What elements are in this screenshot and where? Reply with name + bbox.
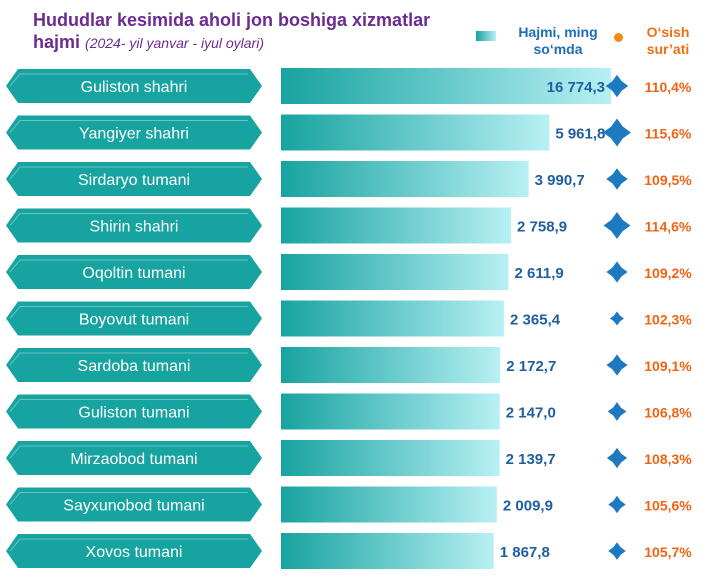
growth-label-guliston-shahri: 110,4% — [645, 79, 692, 95]
growth-marker-boyovut-tumani — [610, 311, 624, 326]
value-label-oqoltin-tumani: 2 611,9 — [514, 265, 563, 282]
category-label-sayxunobod-tumani: Sayxunobod tumani — [63, 498, 204, 515]
category-banner-guliston-tumani — [6, 394, 262, 429]
category-banner-highlight-sardoba-tumani — [9, 352, 248, 366]
category-banner-highlight-sayxunobod-tumani — [9, 492, 248, 505]
growth-marker-yangiyer-shahri — [603, 118, 631, 147]
value-bar-mirzaobod-tumani — [281, 440, 500, 476]
category-label-mirzaobod-tumani: Mirzaobod tumani — [70, 451, 197, 468]
growth-label-boyovut-tumani: 102,3% — [644, 312, 692, 328]
value-label-guliston-shahri: 16 774,3 — [547, 79, 605, 96]
value-label-shirin-shahri: 2 758,9 — [517, 219, 567, 236]
value-bar-sirdaryo-tumani — [281, 161, 529, 197]
value-bar-boyovut-tumani — [281, 300, 505, 337]
growth-marker-sardoba-tumani — [606, 354, 628, 376]
value-bar-yangiyer-shahri — [281, 114, 550, 151]
category-banner-highlight-xovos-tumani — [9, 538, 248, 552]
category-banner-boyovut-tumani — [6, 301, 262, 336]
value-label-sardoba-tumani: 2 172,7 — [506, 358, 556, 375]
growth-marker-mirzaobod-tumani — [606, 447, 628, 469]
growth-marker-shirin-shahri — [603, 212, 631, 239]
category-banner-highlight-guliston-shahri — [9, 73, 248, 87]
category-banner-highlight-yangiyer-shahri — [9, 120, 248, 133]
value-bar-oqoltin-tumani — [281, 254, 509, 290]
growth-label-sirdaryo-tumani: 109,5% — [644, 172, 692, 188]
category-banner-sardoba-tumani — [6, 348, 262, 382]
value-label-xovos-tumani: 1 867,8 — [500, 544, 550, 561]
legend-volume-label: Hajmi, ming so‘mda — [518, 24, 598, 57]
growth-label-mirzaobod-tumani: 108,3% — [644, 451, 692, 467]
growth-marker-guliston-tumani — [607, 402, 627, 421]
value-bar-guliston-shahri — [281, 68, 611, 104]
growth-label-sardoba-tumani: 109,1% — [644, 358, 692, 374]
category-banner-highlight-oqoltin-tumani — [9, 259, 248, 273]
category-banner-sayxunobod-tumani — [6, 487, 262, 522]
growth-label-yangiyer-shahri: 115,6% — [645, 126, 692, 142]
category-banner-highlight-sirdaryo-tumani — [9, 166, 248, 180]
value-label-mirzaobod-tumani: 2 139,7 — [506, 451, 556, 468]
category-banner-highlight-shirin-shahri — [9, 213, 248, 226]
chart-title-text: Hududlar kesimida aholi jon boshiga xizm… — [33, 10, 431, 52]
value-label-sirdaryo-tumani: 3 990,7 — [535, 172, 585, 189]
category-banner-xovos-tumani — [6, 534, 262, 568]
category-label-boyovut-tumani: Boyovut tumani — [79, 312, 189, 329]
growth-marker-oqoltin-tumani — [606, 261, 628, 283]
category-label-guliston-tumani: Guliston tumani — [78, 405, 189, 422]
growth-marker-xovos-tumani — [608, 542, 626, 560]
value-label-yangiyer-shahri: 5 961,8 — [555, 126, 605, 143]
category-label-shirin-shahri: Shirin shahri — [90, 219, 179, 236]
value-label-sayxunobod-tumani: 2 009,9 — [503, 498, 553, 515]
category-banner-sirdaryo-tumani — [6, 162, 262, 196]
growth-label-sayxunobod-tumani: 105,6% — [644, 498, 692, 514]
category-banner-yangiyer-shahri — [6, 115, 262, 150]
growth-marker-sirdaryo-tumani — [606, 168, 628, 190]
value-bar-sayxunobod-tumani — [281, 486, 497, 523]
legend-volume-swatch — [476, 31, 496, 41]
chart-subtitle: (2024- yil yanvar - iyul oylari) — [85, 35, 264, 51]
growth-label-shirin-shahri: 114,6% — [645, 219, 692, 235]
legend-growth-dot — [614, 33, 623, 42]
value-label-boyovut-tumani: 2 365,4 — [510, 312, 561, 329]
growth-marker-sayxunobod-tumani — [608, 495, 626, 514]
chart-title: Hududlar kesimida aholi jon boshiga xizm… — [33, 9, 473, 54]
growth-label-oqoltin-tumani: 109,2% — [644, 265, 692, 281]
value-bar-xovos-tumani — [281, 533, 494, 569]
category-banner-highlight-boyovut-tumani — [9, 306, 248, 319]
category-label-oqoltin-tumani: Oqoltin tumani — [82, 265, 185, 282]
growth-marker-guliston-shahri — [605, 74, 629, 98]
category-label-xovos-tumani: Xovos tumani — [86, 544, 183, 561]
legend-growth-label: O‘sish sur’ati — [646, 24, 690, 57]
value-bar-guliston-tumani — [281, 393, 500, 430]
growth-label-xovos-tumani: 105,7% — [644, 544, 692, 560]
category-label-guliston-shahri: Guliston shahri — [81, 79, 188, 96]
category-label-sardoba-tumani: Sardoba tumani — [78, 358, 191, 375]
category-banner-guliston-shahri — [6, 69, 262, 103]
value-label-guliston-tumani: 2 147,0 — [506, 405, 556, 422]
value-bar-shirin-shahri — [281, 207, 512, 244]
growth-label-guliston-tumani: 106,8% — [644, 405, 692, 421]
category-banner-highlight-guliston-tumani — [9, 399, 248, 412]
category-label-sirdaryo-tumani: Sirdaryo tumani — [78, 172, 190, 189]
value-bar-sardoba-tumani — [281, 347, 501, 383]
category-banner-highlight-mirzaobod-tumani — [9, 445, 248, 459]
category-banner-oqoltin-tumani — [6, 255, 262, 289]
category-banner-mirzaobod-tumani — [6, 441, 262, 475]
category-banner-shirin-shahri — [6, 208, 262, 243]
category-label-yangiyer-shahri: Yangiyer shahri — [79, 126, 189, 143]
